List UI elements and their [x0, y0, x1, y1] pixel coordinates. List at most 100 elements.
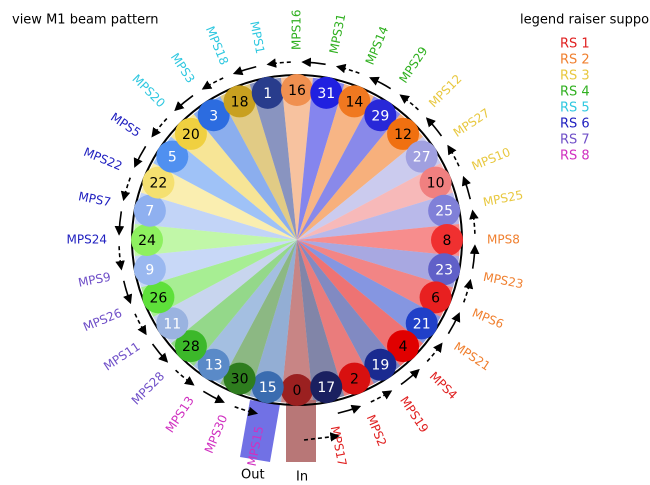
beam-number: 28 — [182, 339, 200, 355]
beam-disk — [142, 166, 175, 199]
mps-label: MPS11 — [101, 339, 142, 373]
wedge — [297, 240, 345, 403]
beam-number: 0 — [293, 383, 302, 399]
flow-arrow — [400, 368, 420, 386]
flow-arrow — [301, 57, 326, 68]
wedge — [249, 77, 297, 241]
wedge — [297, 192, 460, 240]
flow-arrow — [234, 405, 259, 417]
beam-disk — [142, 281, 175, 314]
flow-arrow — [426, 342, 443, 362]
in-arrow — [303, 432, 340, 442]
flow-arrow — [370, 390, 393, 403]
mps-label: MPS18 — [203, 24, 231, 67]
mps-label: MPS20 — [129, 72, 168, 111]
beam-number: 4 — [399, 339, 408, 355]
mps-label: MPS6 — [470, 306, 506, 332]
beam-disk — [197, 99, 230, 132]
title: view M1 beam pattern — [12, 13, 158, 28]
flow-arrow — [133, 145, 147, 168]
beam-disk — [174, 117, 207, 150]
beam-disk — [197, 348, 230, 381]
beam-disk — [310, 76, 343, 109]
wedge — [220, 84, 297, 240]
flow-arrow — [120, 177, 132, 202]
beam-disk — [281, 374, 313, 406]
wedge — [193, 96, 297, 241]
beam-number: 13 — [205, 358, 223, 374]
wedge — [297, 163, 453, 240]
flow-arrow — [469, 209, 479, 234]
wedge — [297, 84, 374, 240]
wedges — [134, 77, 460, 403]
beam-disk — [310, 371, 343, 404]
legend-item: RS 1 — [560, 37, 590, 52]
wedge — [249, 240, 297, 403]
beam-number: 3 — [209, 108, 218, 124]
flow-arrow — [151, 118, 168, 138]
beam-number: 23 — [435, 262, 453, 278]
wedge — [141, 163, 297, 240]
beam-disk — [251, 76, 284, 109]
beam-disk — [419, 166, 452, 199]
legend-item: RS 4 — [560, 85, 590, 100]
flow-arrow — [114, 211, 125, 236]
mps-label: MPS13 — [163, 394, 197, 435]
beam-disk — [364, 348, 397, 381]
beam-number: 6 — [431, 290, 440, 306]
beam-number: 12 — [394, 127, 412, 143]
flow-arrow — [461, 175, 472, 200]
mps-label: MPS28 — [129, 369, 168, 408]
beam-number: 5 — [168, 150, 177, 166]
beam-number: 30 — [231, 372, 249, 388]
mps-label: MPS17 — [328, 425, 350, 467]
beam-number: 9 — [145, 262, 154, 278]
beam-disk — [156, 140, 189, 173]
wedge — [193, 240, 297, 384]
mps-label: MPS3 — [168, 51, 198, 86]
beam-disk — [419, 281, 452, 314]
wedge — [297, 240, 441, 344]
beam-disk — [387, 330, 420, 363]
wedge — [134, 192, 297, 240]
flow-arrow — [175, 369, 195, 386]
beam-disk — [133, 194, 166, 227]
legend-title: legend raiser support — [520, 13, 650, 28]
wedge — [297, 136, 441, 240]
legend-item: RS 2 — [560, 53, 590, 68]
beam-disk — [223, 362, 256, 395]
mps-label: MPS14 — [363, 24, 391, 67]
legend: RS 1RS 2RS 3RS 4RS 5RS 6RS 7RS 8 — [560, 37, 590, 164]
beam-number: 27 — [413, 150, 431, 166]
beam-number: 25 — [435, 204, 453, 220]
mps-label: MPS5 — [108, 110, 143, 140]
beam-number: 29 — [371, 108, 389, 124]
beam-disk — [364, 99, 397, 132]
beam-number: 1 — [263, 86, 272, 102]
flow-arrow — [469, 244, 480, 269]
beam-number: 17 — [317, 380, 335, 396]
wedge — [134, 224, 297, 256]
flow-arrow — [425, 117, 443, 137]
beam-disk — [338, 362, 371, 395]
wedge — [170, 240, 297, 367]
wedge — [141, 240, 297, 317]
beam-number: 21 — [413, 316, 431, 332]
flow-arrow — [134, 313, 147, 336]
flow-arrow — [174, 94, 194, 112]
flow-arrow — [232, 65, 257, 76]
in-port-bar — [286, 400, 316, 462]
mps-label: MPS4 — [427, 369, 460, 402]
wedge — [297, 240, 424, 367]
beam-disk — [156, 307, 189, 340]
beam-disk — [387, 117, 420, 150]
mps-label: MPS1 — [247, 20, 267, 55]
wedge — [297, 113, 424, 240]
beam-disk — [428, 253, 461, 286]
mps-label: MPS16 — [290, 10, 304, 50]
flow-arrow — [115, 246, 125, 271]
mps-label: MPS27 — [451, 106, 492, 140]
wedge — [134, 240, 297, 288]
beam-number: 7 — [145, 204, 154, 220]
